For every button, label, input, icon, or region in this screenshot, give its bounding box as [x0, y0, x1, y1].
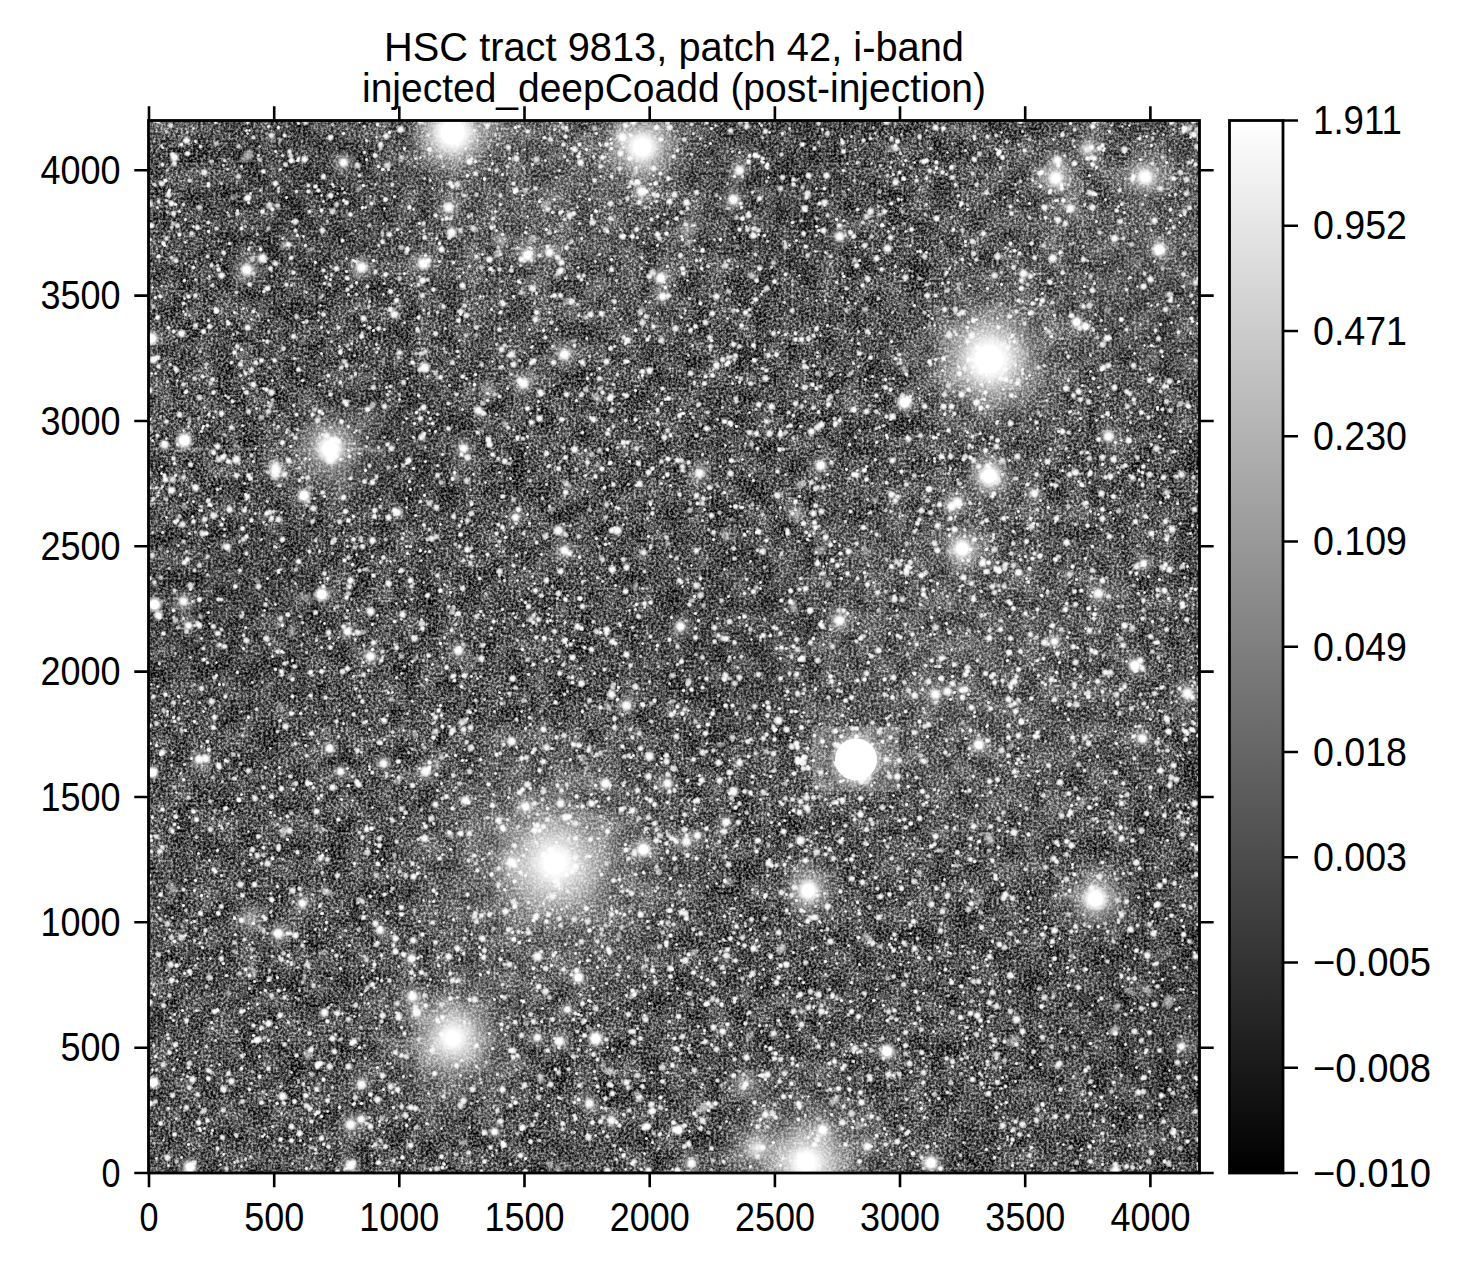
svg-text:−0.008: −0.008	[1313, 1046, 1431, 1090]
svg-text:500: 500	[244, 1195, 304, 1239]
svg-text:−0.010: −0.010	[1313, 1151, 1431, 1195]
svg-text:3500: 3500	[41, 273, 121, 317]
svg-text:1000: 1000	[359, 1195, 439, 1239]
svg-text:−0.005: −0.005	[1313, 940, 1431, 984]
svg-text:3000: 3000	[41, 399, 121, 443]
svg-text:1500: 1500	[41, 775, 121, 819]
svg-text:0: 0	[140, 1195, 159, 1239]
svg-text:0.018: 0.018	[1313, 730, 1407, 774]
svg-text:HSC tract 9813, patch 42, i-ba: HSC tract 9813, patch 42, i-band	[384, 25, 964, 69]
svg-text:1.911: 1.911	[1313, 98, 1402, 142]
svg-text:2000: 2000	[41, 649, 121, 693]
svg-text:0.049: 0.049	[1313, 625, 1407, 669]
svg-text:1000: 1000	[41, 900, 121, 944]
svg-text:3000: 3000	[860, 1195, 940, 1239]
svg-text:0.109: 0.109	[1313, 519, 1407, 563]
svg-text:4000: 4000	[41, 148, 121, 192]
svg-text:0.952: 0.952	[1313, 203, 1407, 247]
svg-text:injected_deepCoadd (post-injec: injected_deepCoadd (post-injection)	[362, 66, 986, 110]
svg-text:0.471: 0.471	[1313, 309, 1407, 353]
svg-text:2500: 2500	[735, 1195, 815, 1239]
svg-text:2500: 2500	[41, 524, 121, 568]
svg-text:0.230: 0.230	[1313, 414, 1407, 458]
svg-text:1500: 1500	[485, 1195, 565, 1239]
svg-text:2000: 2000	[610, 1195, 690, 1239]
svg-text:3500: 3500	[985, 1195, 1065, 1239]
svg-text:0.003: 0.003	[1313, 835, 1407, 879]
svg-text:500: 500	[61, 1025, 121, 1069]
svg-text:0: 0	[102, 1151, 121, 1195]
svg-text:4000: 4000	[1110, 1195, 1190, 1239]
